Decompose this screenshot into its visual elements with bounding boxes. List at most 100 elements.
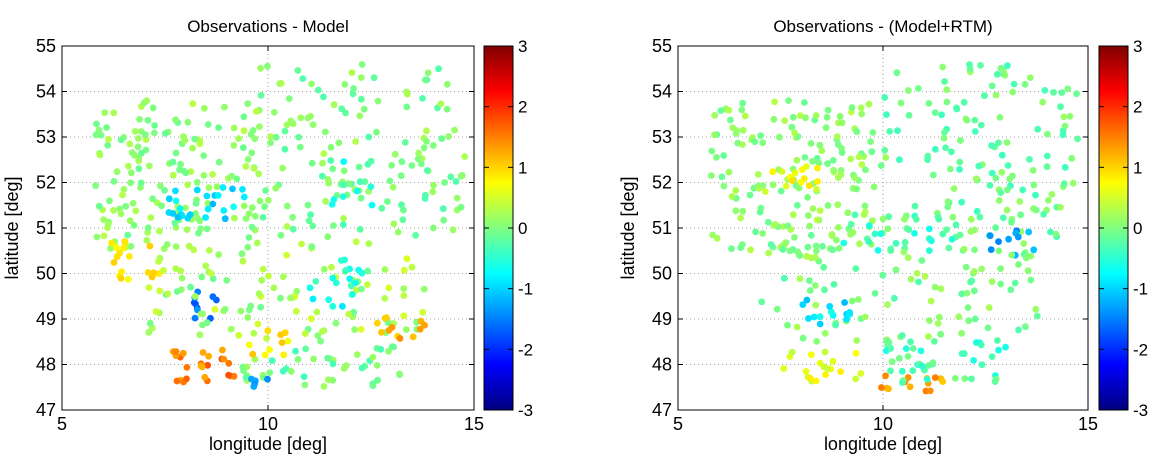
data-point [803, 296, 811, 304]
data-point [810, 313, 818, 321]
data-point [127, 169, 135, 177]
data-point [248, 204, 256, 212]
data-point [230, 124, 238, 132]
data-point [827, 308, 835, 316]
data-point [752, 228, 759, 236]
data-point [912, 215, 920, 223]
data-point [813, 216, 821, 224]
data-point [720, 152, 728, 159]
data-point [746, 191, 754, 199]
data-point [183, 364, 191, 371]
data-point [849, 229, 857, 236]
data-point [1030, 246, 1038, 254]
data-point [257, 91, 265, 99]
data-point [191, 293, 199, 300]
data-point [272, 133, 280, 141]
data-point [1007, 286, 1015, 294]
data-point [972, 175, 980, 183]
data-point [146, 242, 154, 250]
colorbar-tick-label: 2 [518, 98, 527, 117]
data-point [725, 106, 733, 114]
data-point [1069, 179, 1077, 187]
data-point [803, 163, 810, 170]
data-point [960, 245, 968, 253]
data-point [784, 222, 792, 230]
data-point [826, 303, 834, 310]
data-point [364, 267, 372, 275]
data-point [961, 375, 969, 382]
data-point [732, 187, 740, 194]
data-point [870, 183, 878, 191]
data-point [320, 265, 328, 273]
data-point [995, 197, 1003, 204]
data-point [267, 139, 274, 147]
data-point [857, 104, 865, 112]
data-point [958, 329, 965, 337]
colorbar-tick-label: -3 [518, 401, 533, 420]
data-point [184, 181, 192, 189]
data-point [901, 215, 908, 223]
data-point [367, 183, 375, 191]
data-point [765, 249, 772, 257]
data-point [860, 211, 868, 219]
data-point [220, 355, 228, 363]
data-point [213, 183, 221, 191]
data-point [389, 183, 397, 191]
data-point [209, 293, 217, 301]
data-point [156, 287, 164, 295]
data-point [898, 332, 906, 339]
data-point [93, 120, 100, 128]
data-point [801, 154, 809, 161]
data-point [769, 168, 777, 176]
colorbar-tick-label: -3 [1133, 401, 1148, 420]
data-point [225, 359, 233, 367]
data-point [119, 191, 126, 199]
data-point [796, 275, 804, 282]
data-point [853, 128, 861, 136]
data-point [335, 139, 343, 147]
data-point [176, 166, 183, 174]
data-point [992, 91, 1000, 99]
data-point [313, 308, 321, 316]
data-point [309, 222, 317, 230]
data-point [181, 136, 189, 144]
data-point [970, 357, 977, 364]
data-point [806, 287, 814, 294]
data-point [1047, 228, 1054, 236]
data-points [708, 61, 1081, 395]
data-point [358, 269, 366, 277]
data-point [776, 133, 783, 141]
data-point [1044, 130, 1051, 138]
data-point [992, 224, 999, 232]
data-point [367, 157, 375, 165]
data-point [887, 367, 894, 375]
data-point [988, 142, 995, 149]
data-point [429, 188, 437, 196]
data-point [788, 348, 796, 356]
data-point [378, 204, 386, 212]
data-point [909, 367, 917, 374]
data-point [247, 131, 255, 138]
data-point [893, 69, 901, 77]
data-point [924, 156, 931, 164]
data-point [439, 205, 447, 213]
data-point [172, 197, 180, 205]
data-point [984, 324, 992, 332]
data-point [852, 375, 860, 383]
data-point [201, 373, 209, 381]
data-point [255, 170, 263, 178]
data-point [904, 254, 912, 261]
data-point [221, 103, 228, 111]
data-point [319, 159, 326, 167]
data-point [351, 326, 358, 333]
data-point [903, 225, 911, 232]
data-point [877, 162, 885, 170]
data-point [865, 222, 873, 230]
data-point [177, 267, 185, 275]
data-point [987, 246, 995, 254]
data-point [293, 307, 300, 315]
data-point [397, 172, 405, 180]
data-point [1032, 305, 1040, 313]
data-point [1043, 163, 1051, 171]
data-point [421, 191, 429, 199]
